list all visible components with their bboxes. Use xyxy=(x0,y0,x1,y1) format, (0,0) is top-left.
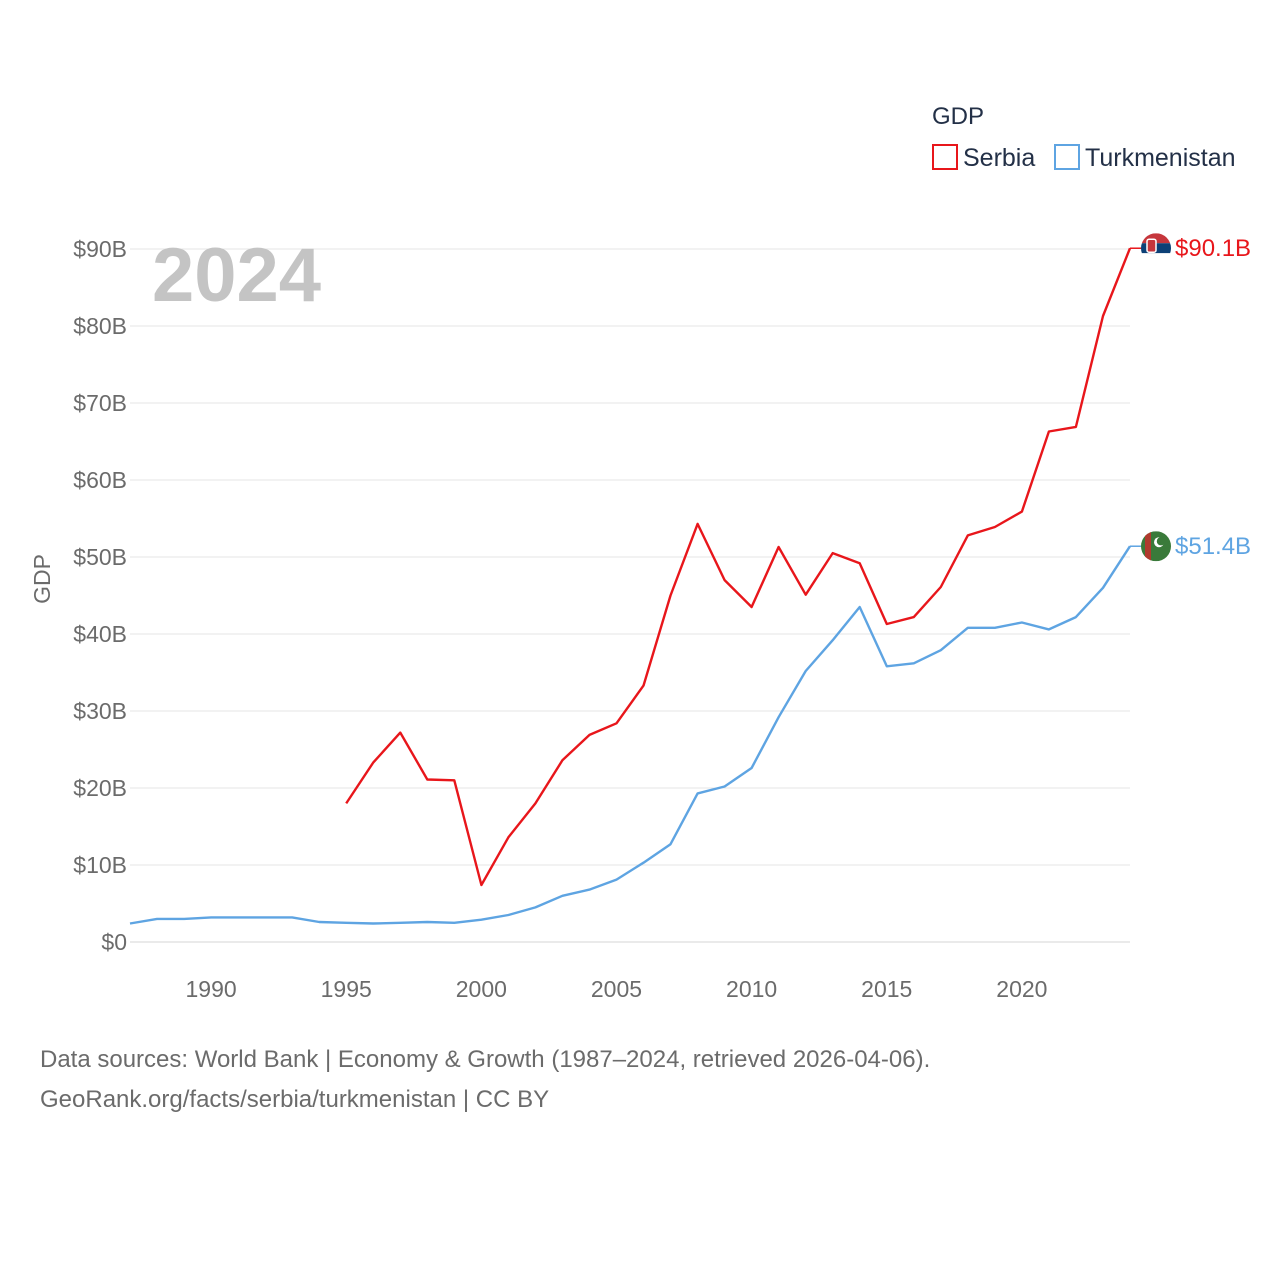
y-tick-label: $70B xyxy=(73,390,127,416)
y-axis-title: GDP xyxy=(29,554,55,604)
x-tick-label: 2005 xyxy=(591,976,642,1002)
legend-title: GDP xyxy=(932,103,984,130)
series-line-serbia[interactable] xyxy=(345,247,1132,887)
turkmenistan-flag-icon xyxy=(1141,531,1171,562)
source-url-text: GeoRank.org/facts/serbia/turkmenistan | … xyxy=(40,1086,550,1113)
data-sources-text: Data sources: World Bank | Economy & Gro… xyxy=(40,1046,931,1073)
end-label-serbia: $90.1B xyxy=(1175,235,1251,262)
y-tick-label: $20B xyxy=(73,775,127,801)
y-tick-label: $90B xyxy=(73,236,127,262)
end-label-turkmenistan: $51.4B xyxy=(1175,533,1251,560)
legend: GDP Serbia Turkmenistan xyxy=(932,103,1236,172)
x-tick-label: 2020 xyxy=(996,976,1047,1002)
y-tick-label: $10B xyxy=(73,852,127,878)
y-tick-label: $60B xyxy=(73,467,127,493)
x-tick-label: 2015 xyxy=(861,976,912,1002)
series-lines xyxy=(129,247,1132,925)
y-tick-label: $30B xyxy=(73,698,127,724)
x-axis-ticks: 1990 1995 2000 2005 2010 2015 2020 xyxy=(185,976,1047,1002)
y-axis-ticks: $0 $10B $20B $30B $40B $50B $60B $70B $80B $90B xyxy=(73,236,127,955)
legend-label-turkmenistan[interactable]: Turkmenistan xyxy=(1085,144,1236,172)
serbia-flag-icon xyxy=(1141,233,1171,264)
footer: Data sources: World Bank | Economy & Gro… xyxy=(40,1040,930,1120)
x-tick-label: 1995 xyxy=(321,976,372,1002)
legend-label-serbia[interactable]: Serbia xyxy=(963,144,1035,172)
y-tick-label: $80B xyxy=(73,313,127,339)
gridlines xyxy=(130,248,1130,943)
y-tick-label: $50B xyxy=(73,544,127,570)
end-labels: $90.1B $51.4B xyxy=(1130,233,1251,562)
legend-swatch-turkmenistan xyxy=(1054,144,1080,170)
x-tick-label: 2010 xyxy=(726,976,777,1002)
series-line-turkmenistan[interactable] xyxy=(129,545,1132,925)
y-tick-label: $40B xyxy=(73,621,127,647)
x-tick-label: 1990 xyxy=(185,976,236,1002)
legend-swatch-serbia xyxy=(932,144,958,170)
y-tick-label: $0 xyxy=(101,929,127,955)
year-watermark: 2024 xyxy=(152,233,321,318)
x-tick-label: 2000 xyxy=(456,976,507,1002)
